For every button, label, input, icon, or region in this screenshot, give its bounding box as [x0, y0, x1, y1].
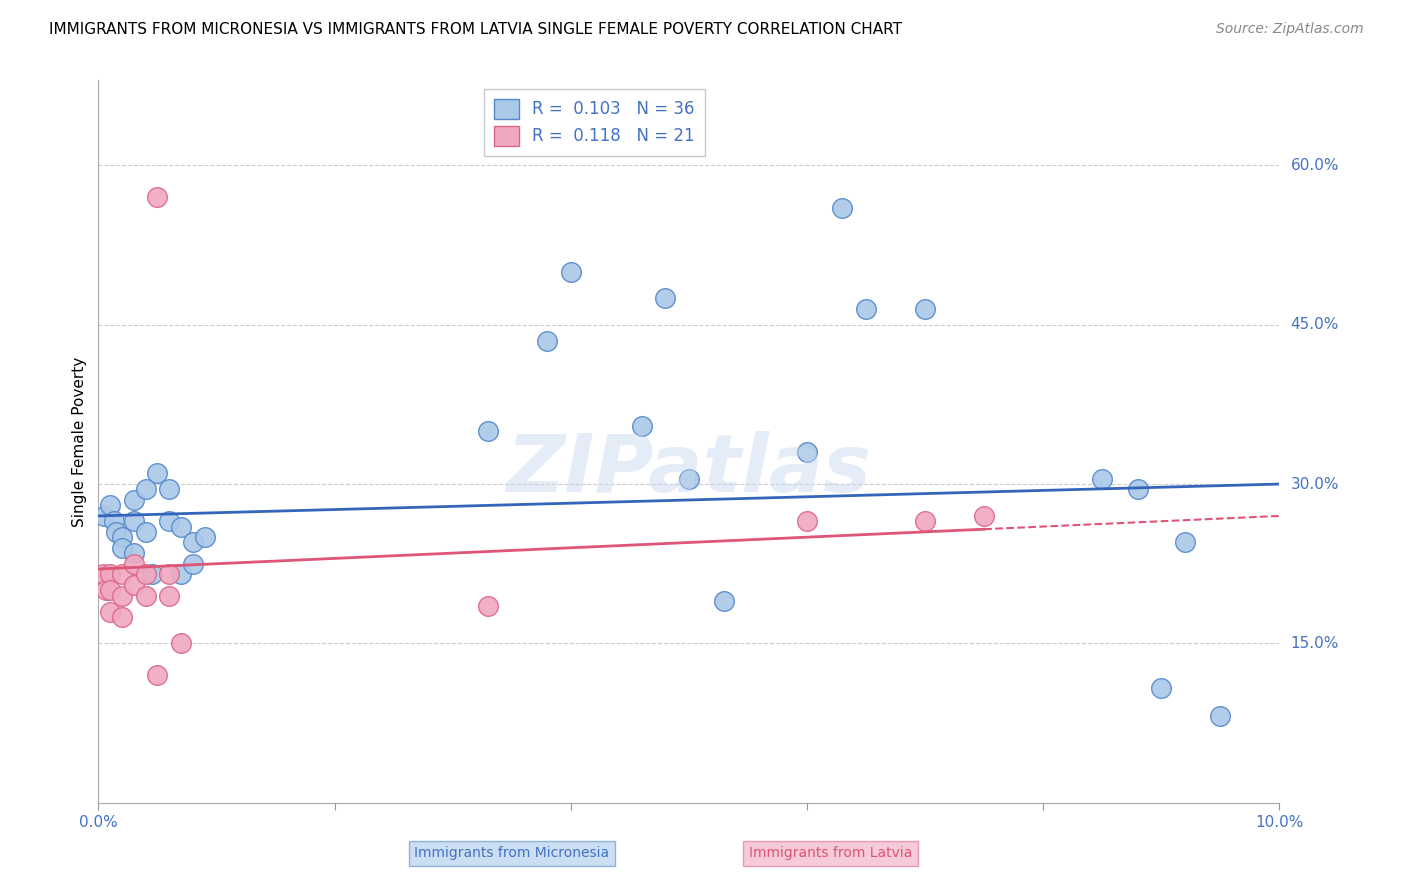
Text: 15.0%: 15.0% [1291, 636, 1339, 651]
Point [831, 201, 853, 215]
Point [713, 594, 735, 608]
Point [1209, 708, 1232, 723]
Point [855, 301, 877, 316]
Point [654, 291, 676, 305]
Point [94, 583, 117, 598]
Point [1174, 535, 1197, 549]
Point [135, 567, 157, 582]
Point [98, 583, 121, 598]
Point [914, 301, 936, 316]
Point [111, 541, 134, 555]
Text: Immigrants from Micronesia: Immigrants from Micronesia [415, 847, 609, 861]
Point [122, 546, 145, 560]
Point [630, 418, 652, 433]
Point [135, 589, 157, 603]
Point [98, 567, 121, 582]
Point [536, 334, 558, 348]
Point [135, 483, 157, 497]
Point [122, 514, 145, 528]
Point [98, 605, 121, 619]
Point [914, 514, 936, 528]
Point [170, 636, 193, 650]
Point [141, 567, 163, 582]
Point [157, 567, 180, 582]
Point [181, 535, 204, 549]
Point [973, 508, 995, 523]
Point [1091, 472, 1114, 486]
Point [122, 557, 145, 571]
Point [181, 557, 204, 571]
Point [157, 514, 180, 528]
Point [122, 578, 145, 592]
Point [111, 589, 134, 603]
Point [135, 524, 157, 539]
Text: ZIPatlas: ZIPatlas [506, 432, 872, 509]
Y-axis label: Single Female Poverty: Single Female Poverty [72, 357, 87, 526]
Point [146, 668, 169, 682]
Point [157, 483, 180, 497]
Point [111, 530, 134, 544]
Point [93, 508, 115, 523]
Legend: R =  0.103   N = 36, R =  0.118   N = 21: R = 0.103 N = 36, R = 0.118 N = 21 [484, 88, 704, 156]
Text: 45.0%: 45.0% [1291, 318, 1339, 332]
Point [170, 519, 193, 533]
Text: IMMIGRANTS FROM MICRONESIA VS IMMIGRANTS FROM LATVIA SINGLE FEMALE POVERTY CORRE: IMMIGRANTS FROM MICRONESIA VS IMMIGRANTS… [49, 22, 903, 37]
Text: 30.0%: 30.0% [1291, 476, 1339, 491]
Point [105, 524, 128, 539]
Point [796, 514, 818, 528]
Point [560, 264, 582, 278]
Point [477, 424, 499, 438]
Point [678, 472, 700, 486]
Point [194, 530, 217, 544]
Point [111, 610, 134, 624]
Text: 60.0%: 60.0% [1291, 158, 1339, 173]
Point [103, 514, 125, 528]
Point [1150, 681, 1173, 695]
Point [796, 445, 818, 459]
Point [157, 589, 180, 603]
Point [146, 190, 169, 204]
Point [98, 498, 121, 512]
Point [111, 567, 134, 582]
Point [170, 567, 193, 582]
Text: Immigrants from Latvia: Immigrants from Latvia [749, 847, 912, 861]
Point [122, 493, 145, 508]
Text: Source: ZipAtlas.com: Source: ZipAtlas.com [1216, 22, 1364, 37]
Point [477, 599, 499, 614]
Point [146, 467, 169, 481]
Point [91, 567, 114, 582]
Point [1126, 483, 1149, 497]
